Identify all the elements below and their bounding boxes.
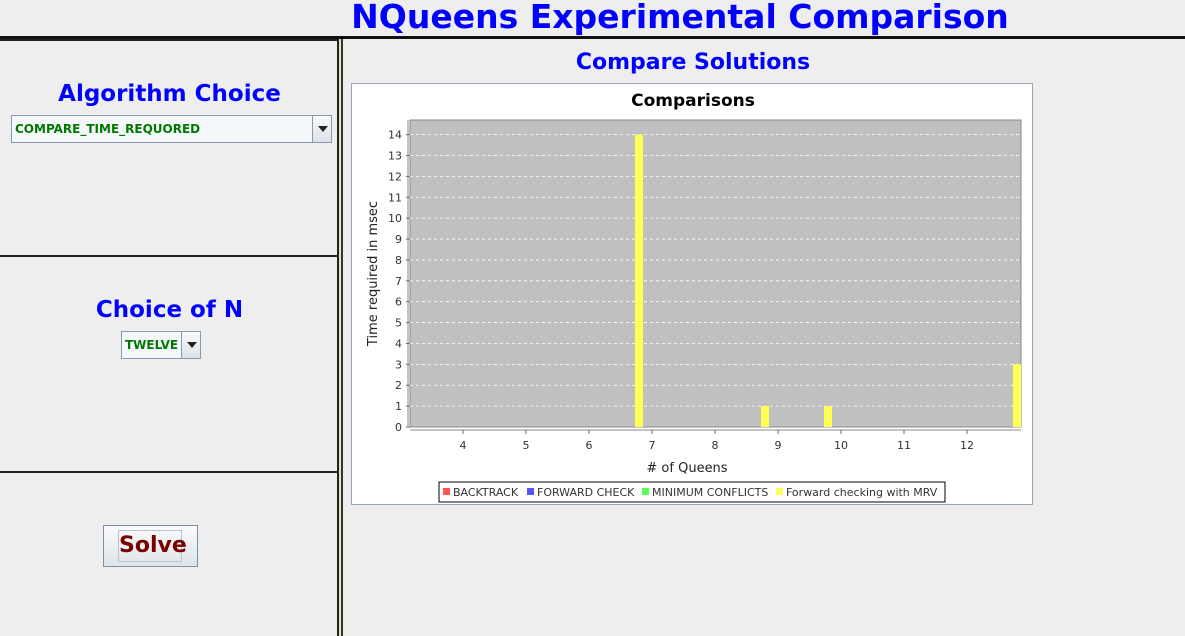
- x-tick-label: 4: [460, 439, 467, 452]
- title-divider: [0, 36, 1185, 39]
- legend-swatch: [443, 488, 450, 495]
- app-title: NQueens Experimental Comparison: [351, 0, 1009, 36]
- x-tick-label: 10: [834, 439, 848, 452]
- algorithm-panel: [0, 39, 339, 256]
- x-tick-label: 5: [523, 439, 530, 452]
- x-tick-label: 8: [712, 439, 719, 452]
- panel-separator: [339, 39, 341, 636]
- algorithm-choice-heading: Algorithm Choice: [58, 81, 281, 107]
- algorithm-select[interactable]: COMPARE_TIME_REQUORED: [11, 115, 332, 143]
- y-axis-label: Time required in msec: [366, 201, 381, 347]
- y-tick-label: 10: [388, 212, 402, 225]
- legend-label: Forward checking with MRV: [786, 486, 938, 499]
- legend-swatch: [776, 488, 783, 495]
- bar: [1013, 364, 1021, 427]
- y-tick-label: 4: [395, 337, 402, 350]
- y-tick-label: 11: [388, 191, 402, 204]
- legend-swatch: [527, 488, 534, 495]
- x-tick-label: 12: [960, 439, 974, 452]
- y-tick-label: 5: [395, 317, 402, 330]
- chart-panel: Comparisons 0 1 2 3 4 5 6 7 8 9 10 11 12 13 14 4 5 6 7 8 9 10 1…: [351, 83, 1033, 505]
- chart-title: Comparisons: [631, 91, 755, 111]
- solve-button[interactable]: Solve: [103, 525, 198, 567]
- chevron-down-icon[interactable]: [312, 116, 331, 142]
- y-tick-label: 1: [395, 400, 402, 413]
- solve-button-label: Solve: [118, 530, 187, 562]
- y-tick-label: 7: [395, 275, 402, 288]
- n-choice-heading: Choice of N: [95, 297, 244, 323]
- x-axis-label: # of Queens: [646, 461, 727, 476]
- compare-solutions-heading: Compare Solutions: [575, 50, 811, 75]
- bar: [635, 134, 643, 427]
- x-tick-label: 6: [586, 439, 593, 452]
- y-tick-label: 3: [395, 358, 402, 371]
- legend-label: MINIMUM CONFLICTS: [652, 486, 768, 499]
- legend-label: FORWARD CHECK: [537, 486, 635, 499]
- n-select-value: TWELVE: [125, 338, 179, 352]
- bar: [824, 406, 832, 427]
- legend: [438, 481, 946, 503]
- x-tick-label: 9: [775, 439, 782, 452]
- x-tick-label: 11: [897, 439, 911, 452]
- n-select[interactable]: TWELVE: [121, 331, 201, 359]
- y-tick-label: 12: [388, 170, 402, 183]
- legend-swatch: [642, 488, 649, 495]
- y-tick-label: 14: [388, 129, 402, 142]
- y-tick-label: 6: [395, 296, 402, 309]
- y-tick-label: 8: [395, 254, 402, 267]
- bar: [761, 406, 769, 427]
- panel-separator-dark: [341, 39, 343, 636]
- legend-label: BACKTRACK: [453, 486, 519, 499]
- n-panel: [0, 255, 339, 472]
- plot-area: [409, 119, 1022, 428]
- y-tick-label: 9: [395, 233, 402, 246]
- y-tick-label: 13: [388, 150, 402, 163]
- algorithm-select-value: COMPARE_TIME_REQUORED: [15, 122, 201, 136]
- y-tick-label: 0: [395, 421, 402, 434]
- chevron-down-icon[interactable]: [181, 332, 200, 358]
- y-tick-label: 2: [395, 379, 402, 392]
- x-tick-label: 7: [649, 439, 656, 452]
